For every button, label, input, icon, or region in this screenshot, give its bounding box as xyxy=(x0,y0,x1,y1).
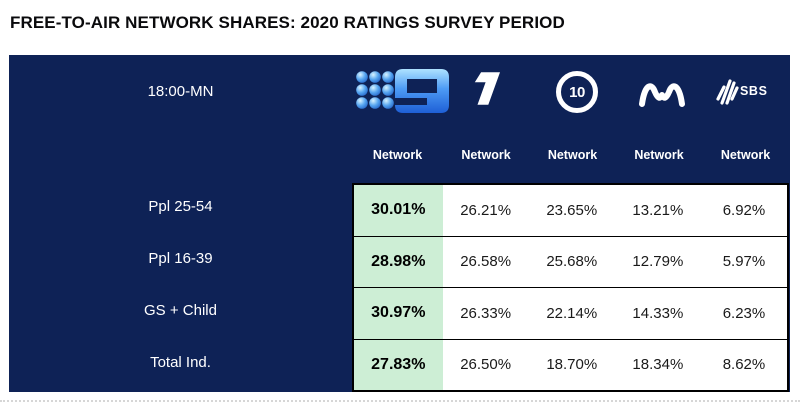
cell-sbs-share: 5.97% xyxy=(722,253,766,271)
cell-seven-share: 26.21% xyxy=(460,201,512,219)
cell-nine-share: 28.98% xyxy=(354,236,443,287)
cell-ten-share: 18.70% xyxy=(546,356,598,374)
table-row: 28.98% 26.58% 25.68% 12.79% 5.97% xyxy=(354,235,787,287)
cell-abc-share: 18.34% xyxy=(632,356,684,374)
cell-ten-share: 25.68% xyxy=(546,253,598,271)
cell-abc-share: 14.33% xyxy=(632,304,684,322)
table-row: 27.83% 26.50% 18.70% 18.34% 8.62% xyxy=(354,338,787,390)
cell-seven-share: 26.58% xyxy=(460,253,512,271)
cell-seven-share: 26.33% xyxy=(460,304,512,322)
page-title: FREE-TO-AIR NETWORK SHARES: 2020 RATINGS… xyxy=(10,13,565,32)
bottom-divider xyxy=(0,400,800,402)
row-label-ppl-16-39: Ppl 16-39 xyxy=(148,250,213,267)
timeslot-label: 18:00-MN xyxy=(147,83,214,100)
cell-nine-share: 27.83% xyxy=(354,339,443,390)
sbs-network-logo-icon xyxy=(714,79,740,110)
table-row: 30.97% 26.33% 22.14% 14.33% 6.23% xyxy=(354,287,787,339)
cell-sbs-share: 6.23% xyxy=(722,304,766,322)
row-label-ppl-25-54: Ppl 25-54 xyxy=(148,198,213,215)
column-header-abc: Network xyxy=(634,148,684,162)
table-row: 30.01% 26.21% 23.65% 13.21% 6.92% xyxy=(354,185,787,236)
ten-logo-text: 10 xyxy=(569,83,585,101)
cell-abc-share: 13.21% xyxy=(632,201,684,219)
row-label-gs-child: GS + Child xyxy=(144,302,217,319)
cell-sbs-share: 8.62% xyxy=(722,356,766,374)
column-header-nine: Network xyxy=(372,148,423,162)
seven-network-logo-icon xyxy=(473,72,500,110)
cell-nine-share: 30.97% xyxy=(354,288,443,339)
cell-ten-share: 23.65% xyxy=(546,201,598,219)
column-header-sbs: Network xyxy=(720,148,771,162)
abc-network-logo-icon xyxy=(639,79,685,112)
cell-nine-share: 30.01% xyxy=(354,185,443,236)
cell-abc-share: 12.79% xyxy=(632,253,684,271)
cell-ten-share: 22.14% xyxy=(546,304,598,322)
column-header-ten: Network xyxy=(547,148,598,162)
sbs-logo-text: SBS xyxy=(740,84,768,98)
column-header-seven: Network xyxy=(461,148,511,162)
row-label-total-ind: Total Ind. xyxy=(150,354,211,371)
cell-sbs-share: 6.92% xyxy=(722,201,766,219)
ratings-panel: 18:00-MN xyxy=(9,55,790,392)
cell-seven-share: 26.50% xyxy=(460,356,512,374)
ten-network-logo-icon: 10 xyxy=(556,71,598,113)
nine-network-logo-icon xyxy=(355,68,451,119)
shares-table: 30.01% 26.21% 23.65% 13.21% 6.92% 28.98%… xyxy=(352,183,789,392)
